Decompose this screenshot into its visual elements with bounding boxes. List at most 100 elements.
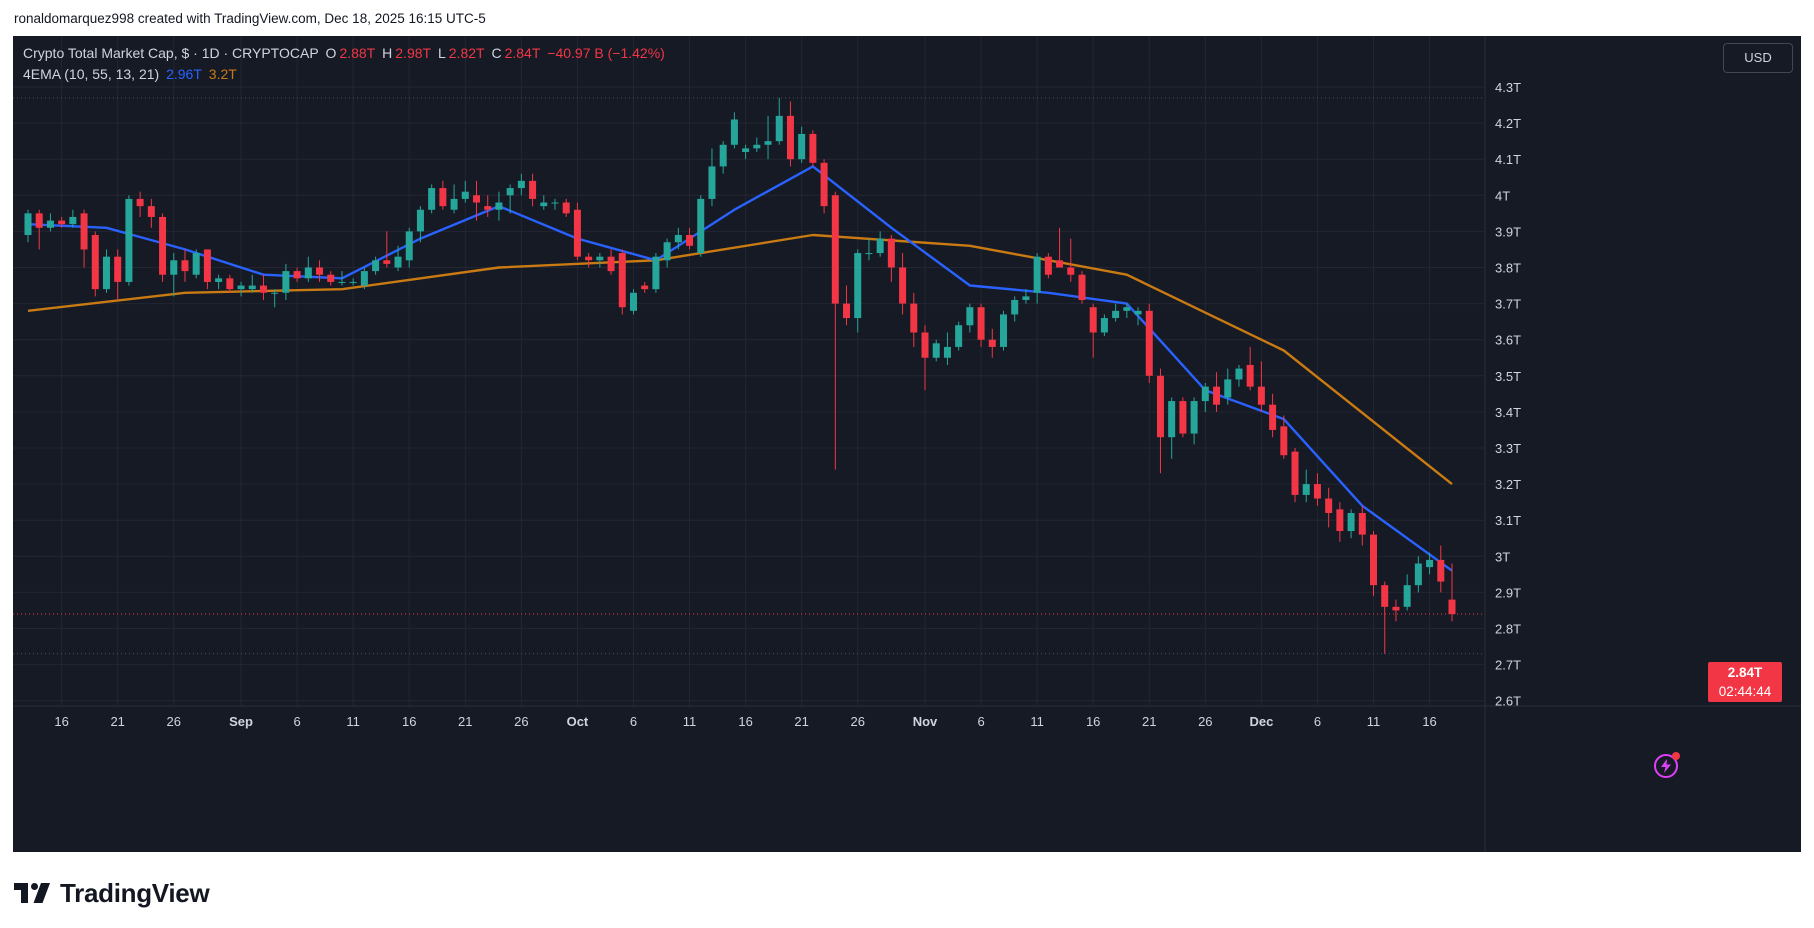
x-tick-label: 6 <box>977 714 984 729</box>
y-tick-label: 3.4T <box>1495 405 1521 420</box>
x-tick-label: 16 <box>1422 714 1436 729</box>
currency-button[interactable]: USD <box>1723 43 1793 73</box>
candle-body <box>125 198 133 282</box>
y-tick-label: 3T <box>1495 549 1510 564</box>
candle-body <box>887 238 895 268</box>
candle-body <box>943 346 951 358</box>
close-value: 2.84T <box>504 45 541 61</box>
candle-body <box>1370 534 1378 586</box>
candle-body <box>786 115 794 160</box>
candle-body <box>1100 318 1108 333</box>
candle-body <box>394 256 402 268</box>
candle-body <box>170 260 178 275</box>
candle-body <box>854 253 862 319</box>
x-tick-label: 11 <box>1030 714 1044 729</box>
chart-frame[interactable]: 2.6T 2.7T 2.8T 2.9T 3T 3.1T 3.2T 3.3T 3.4T 3.5T 3.… <box>13 36 1801 852</box>
candle-body <box>248 285 256 290</box>
y-tick-label: 3.2T <box>1495 477 1521 492</box>
price-chart[interactable]: 2.6T 2.7T 2.8T 2.9T 3T 3.1T 3.2T 3.3T 3.4T 3.5T 3.… <box>13 36 1801 852</box>
high-label: H <box>382 45 393 61</box>
candle-body <box>237 285 245 290</box>
lightning-icon[interactable] <box>1654 752 1680 778</box>
candle-body <box>1313 484 1321 499</box>
y-tick-label: 3.9T <box>1495 224 1521 239</box>
symbol-legend: Crypto Total Market Cap, $ · 1D · CRYPTO… <box>23 45 668 61</box>
x-tick-label: 21 <box>110 714 124 729</box>
candle-body <box>629 292 637 311</box>
close-label: C <box>491 45 502 61</box>
candle-body <box>372 260 380 272</box>
candle-body <box>1347 512 1355 532</box>
y-tick-label: 4.1T <box>1495 152 1521 167</box>
symbol-name[interactable]: Crypto Total Market Cap, $ · 1D · CRYPTO… <box>23 45 319 61</box>
x-tick-label: 11 <box>683 714 697 729</box>
candle-body <box>674 235 682 243</box>
candle-body <box>271 292 279 294</box>
x-tick-label: 21 <box>1142 714 1156 729</box>
x-tick-label: 16 <box>54 714 68 729</box>
candle-body <box>136 198 144 207</box>
candle-body <box>360 271 368 286</box>
x-tick-label: 16 <box>738 714 752 729</box>
x-tick-label: 11 <box>346 714 360 729</box>
y-tick-label: 3.1T <box>1495 513 1521 528</box>
candle-body <box>1156 375 1164 438</box>
candle-body <box>35 213 43 228</box>
candle-body <box>1437 559 1445 582</box>
brand-footer[interactable]: TradingView <box>14 877 210 908</box>
indicator-name[interactable]: 4EMA (10, 55, 13, 21) <box>23 66 160 82</box>
candle-body <box>1269 404 1277 430</box>
candle-body <box>1213 386 1221 405</box>
candle-body <box>1089 307 1097 333</box>
candle-body <box>461 191 469 199</box>
candle-body <box>1246 364 1254 387</box>
candle-body <box>899 267 907 304</box>
candle-body <box>1168 401 1176 438</box>
candle-body <box>708 166 716 199</box>
brand-name: TradingView <box>60 877 210 908</box>
candle-body <box>809 133 817 163</box>
ema-slow-value: 3.2T <box>208 66 237 82</box>
candle-body <box>114 256 122 282</box>
candle-body <box>955 325 963 347</box>
candle-body <box>607 256 615 272</box>
open-label: O <box>325 45 337 61</box>
candle-body <box>495 202 503 210</box>
candle-body <box>517 180 525 189</box>
candle-body <box>383 260 391 264</box>
candle-body <box>1257 386 1265 405</box>
plot-background <box>13 36 1801 852</box>
candle-body <box>1336 509 1344 532</box>
candle-body <box>327 274 335 282</box>
candle-body <box>540 202 548 207</box>
chart-credit: ronaldomarquez998 created with TradingVi… <box>14 11 486 26</box>
x-tick-label: 6 <box>630 714 637 729</box>
x-tick-label: 16 <box>402 714 416 729</box>
x-tick-label: 26 <box>167 714 181 729</box>
candle-body <box>1134 310 1142 315</box>
candle-body <box>1145 310 1153 376</box>
candle-body <box>562 202 570 214</box>
open-value: 2.88T <box>339 45 376 61</box>
candle-body <box>1078 274 1086 300</box>
candle-body <box>764 141 772 145</box>
candle-body <box>293 271 301 279</box>
candle-body <box>753 144 761 149</box>
candle-body <box>439 188 447 207</box>
x-tick-label: 26 <box>514 714 528 729</box>
candle-body <box>282 271 290 293</box>
last-price: 2.84T <box>1727 665 1763 680</box>
candle-body <box>1067 267 1075 275</box>
candle-body <box>876 238 884 254</box>
candle-body <box>484 206 492 210</box>
candle-body <box>1033 256 1041 293</box>
y-tick-label: 4.3T <box>1495 80 1521 95</box>
candle-body <box>573 209 581 257</box>
candle-body <box>450 198 458 210</box>
candle-body <box>1112 310 1120 319</box>
change-value: −40.97 B (−1.42%) <box>547 45 665 61</box>
candle-body <box>226 278 234 290</box>
candle-body <box>618 253 626 308</box>
candle-body <box>977 307 985 340</box>
candle-body <box>820 162 828 207</box>
